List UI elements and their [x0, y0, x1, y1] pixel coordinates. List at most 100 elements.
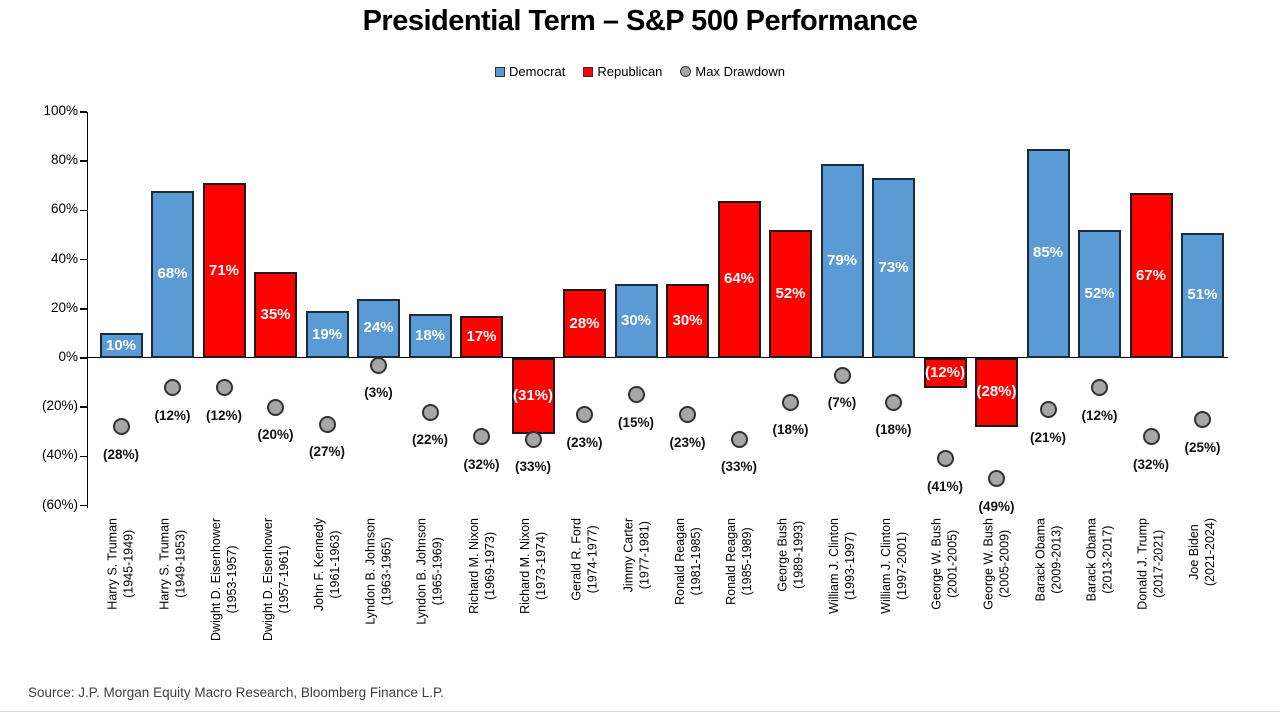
- president-term-years: (1974-1977): [585, 525, 600, 594]
- max-drawdown-swatch-icon: [680, 66, 692, 77]
- drawdown-marker: [1091, 379, 1108, 397]
- president-term-years: (1963-1965): [379, 537, 394, 606]
- drawdown-marker: [988, 470, 1005, 488]
- x-axis-label: Donald J. Trump (2017-2021): [1135, 518, 1167, 610]
- drawdown-label: (41%): [926, 478, 963, 494]
- x-axis-label: William J. Clinton (1993-1997): [826, 518, 858, 614]
- drawdown-label: (23%): [566, 434, 603, 450]
- drawdown-marker: [782, 393, 799, 411]
- x-axis-label: Dwight D. Eisenhower (1957-1961): [260, 518, 292, 641]
- bar-value-label: 28%: [569, 314, 600, 332]
- performance-bar: [1078, 230, 1121, 358]
- drawdown-marker: [679, 406, 696, 424]
- bar-value-label: 64%: [723, 270, 755, 288]
- chart-legend: Democrat Republican Max Drawdown: [0, 64, 1280, 79]
- drawdown-label: (3%): [364, 385, 393, 401]
- y-axis-tick-mark: [80, 406, 87, 408]
- drawdown-label: (12%): [154, 407, 191, 423]
- y-axis-tick-label: (60%): [41, 496, 78, 512]
- president-term-years: (1969-1973): [482, 531, 497, 600]
- bar-value-label: 52%: [775, 285, 806, 303]
- president-term-years: (1961-1963): [328, 530, 342, 599]
- drawdown-marker: [112, 418, 130, 436]
- bar-value-label: 85%: [1032, 244, 1064, 262]
- performance-bar: [99, 333, 143, 358]
- y-axis-line: [86, 112, 88, 508]
- president-name: Dwight D. Eisenhower: [260, 518, 275, 641]
- president-term-years: (1953-1957): [225, 545, 239, 614]
- y-axis-tick-mark: [80, 258, 87, 261]
- drawdown-marker: [473, 428, 490, 446]
- president-name: Lyndon B. Johnson: [415, 518, 429, 625]
- president-term-years: (1977-1981): [637, 521, 651, 590]
- president-term-years: (1945-1949): [122, 529, 136, 598]
- bar-value-label: 67%: [1135, 266, 1167, 284]
- x-axis-label: George W. Bush (2001-2005): [929, 518, 961, 610]
- y-axis-tick-label: 20%: [50, 299, 78, 315]
- drawdown-marker: [524, 430, 542, 448]
- bar-value-label: 52%: [1084, 285, 1115, 303]
- performance-bar: [460, 316, 503, 358]
- drawdown-label: (32%): [1132, 456, 1169, 472]
- democrat-swatch-icon: [495, 66, 505, 77]
- performance-bar: [820, 163, 864, 358]
- x-axis-label: Lyndon B. Johnson (1965-1969): [414, 518, 446, 625]
- president-name: Richard M. Nixon: [518, 518, 532, 614]
- performance-bar: [872, 178, 915, 358]
- president-name: Gerald R. Ford: [569, 518, 584, 601]
- y-axis-tick-mark: [80, 111, 87, 113]
- legend-item-max-drawdown: Max Drawdown: [680, 64, 785, 79]
- y-axis-tick-label: 60%: [50, 201, 78, 217]
- drawdown-label: (27%): [308, 444, 345, 460]
- drawdown-marker: [267, 398, 284, 416]
- president-term-years: (2005-2009): [997, 529, 1012, 598]
- performance-bar: [666, 284, 709, 358]
- drawdown-marker: [370, 356, 387, 374]
- drawdown-label: (21%): [1029, 429, 1066, 445]
- performance-bar: [357, 298, 400, 358]
- president-name: William J. Clinton: [878, 518, 893, 614]
- president-term-years: (1981-1985): [688, 527, 703, 596]
- x-axis-label: William J. Clinton (1997-2001): [878, 518, 910, 614]
- president-name: George W. Bush: [981, 518, 996, 610]
- y-axis-tick-label: 80%: [50, 152, 78, 168]
- x-axis-label: Gerald R. Ford (1974-1977): [569, 518, 601, 601]
- performance-bar: [1026, 148, 1070, 358]
- x-axis-label: George W. Bush (2005-2009): [981, 518, 1013, 610]
- drawdown-marker: [576, 406, 593, 424]
- legend-label-max-drawdown: Max Drawdown: [695, 64, 785, 79]
- x-axis-label: Richard M. Nixon (1969-1973): [466, 518, 498, 614]
- performance-bar: [511, 358, 555, 435]
- y-axis-tick-label: 0%: [58, 349, 78, 364]
- president-name: Lyndon B. Johnson: [363, 518, 378, 625]
- performance-bar: [717, 200, 761, 358]
- drawdown-marker: [1039, 401, 1057, 419]
- drawdown-marker: [627, 386, 645, 404]
- drawdown-label: (33%): [514, 459, 551, 475]
- president-term-years: (1949-1953): [173, 529, 188, 598]
- y-axis-tick-mark: [80, 308, 87, 310]
- president-term-years: (2017-2021): [1152, 529, 1166, 598]
- bar-value-label: 18%: [414, 326, 446, 344]
- y-axis-tick-label: 100%: [43, 103, 78, 118]
- performance-bar: [202, 183, 246, 358]
- x-axis-label: John F. Kennedy (1961-1963): [311, 518, 343, 611]
- x-axis-label: Harry S. Truman (1945-1949): [105, 518, 137, 610]
- drawdown-marker: [215, 379, 233, 397]
- drawdown-label: (32%): [463, 456, 500, 472]
- president-name: Jimmy Carter: [621, 518, 635, 593]
- x-axis-label: Lyndon B. Johnson (1963-1965): [363, 518, 395, 625]
- bar-value-label: (12%): [924, 363, 965, 381]
- x-axis-label: Ronald Reagan (1981-1985): [672, 518, 704, 605]
- republican-swatch-icon: [583, 66, 594, 77]
- drawdown-marker: [318, 415, 336, 433]
- x-axis-label: Richard M. Nixon (1973-1974): [517, 518, 549, 614]
- legend-item-republican: Republican: [583, 64, 662, 79]
- drawdown-marker: [730, 430, 748, 448]
- drawdown-marker: [936, 450, 954, 468]
- president-term-years: (1993-1997): [843, 531, 857, 600]
- drawdown-label: (28%): [102, 446, 139, 462]
- bar-value-label: 68%: [157, 265, 188, 283]
